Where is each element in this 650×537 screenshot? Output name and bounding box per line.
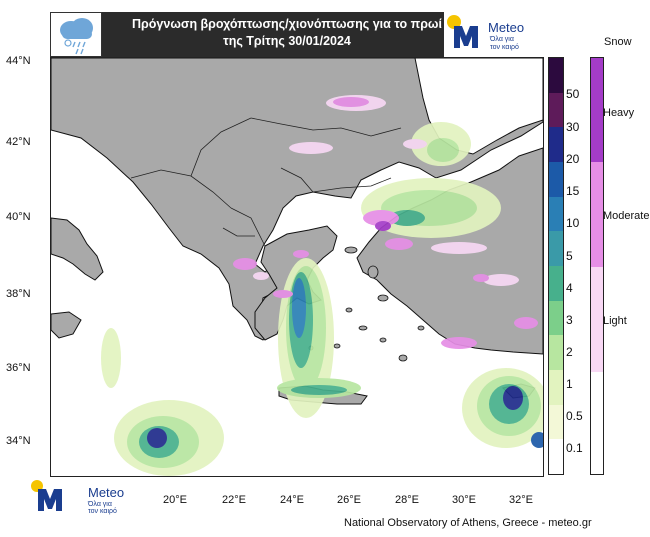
rain-legend-swatch bbox=[549, 162, 563, 197]
rain-legend-label: 50 bbox=[566, 87, 580, 101]
snow-legend-swatch bbox=[591, 58, 603, 162]
cloud-rain-icon bbox=[60, 18, 93, 55]
snow-legend-label: Light bbox=[603, 315, 627, 327]
rain-legend-label: 3 bbox=[566, 313, 573, 327]
map-svg bbox=[51, 58, 543, 476]
forecast-map bbox=[50, 57, 544, 477]
rain-legend-swatch bbox=[549, 231, 563, 266]
lat-label: 40°N bbox=[6, 211, 31, 223]
land-sicily bbox=[51, 311, 82, 339]
precipitation-layer bbox=[101, 95, 543, 476]
rain-legend-swatch bbox=[549, 404, 563, 440]
meteo-logo-top: Meteo Όλα για τον καιρό bbox=[444, 12, 542, 57]
rain-legend-label: 2 bbox=[566, 345, 573, 359]
meteo-logo-icon bbox=[447, 15, 478, 48]
rain-legend-label: 0.1 bbox=[566, 441, 583, 455]
rain-legend-swatch bbox=[549, 266, 563, 301]
rain-legend-swatch bbox=[549, 439, 563, 474]
page-title: Πρόγνωση βροχόπτωσης/χιονόπτωσης για το … bbox=[132, 16, 442, 50]
lat-label: 36°N bbox=[6, 362, 31, 374]
lat-label: 34°N bbox=[6, 435, 31, 447]
rain-legend-swatch bbox=[549, 92, 563, 128]
lon-label: 28°E bbox=[395, 494, 419, 506]
lon-label: 24°E bbox=[280, 494, 304, 506]
meteo-logo-icon bbox=[31, 480, 62, 511]
snow-legend-bar bbox=[590, 57, 604, 475]
land-italy bbox=[51, 217, 104, 281]
rain-legend-bar bbox=[548, 57, 564, 475]
snow-legend-swatch bbox=[591, 162, 603, 267]
rain-legend-label: 20 bbox=[566, 152, 580, 166]
lon-label: 32°E bbox=[509, 494, 533, 506]
lon-label: 20°E bbox=[163, 494, 187, 506]
credit-text: National Observatory of Athens, Greece -… bbox=[344, 517, 592, 529]
logo-tagline-1: Όλα για bbox=[88, 501, 112, 508]
rain-legend-label: 5 bbox=[566, 249, 573, 263]
lon-label: 22°E bbox=[222, 494, 246, 506]
logo-tagline-2: τον καιρό bbox=[490, 44, 519, 51]
snow-legend-swatch bbox=[591, 372, 603, 474]
rain-legend-label: 0.5 bbox=[566, 409, 583, 423]
snow-legend-title: Snow bbox=[604, 36, 632, 48]
rain-legend-swatch bbox=[549, 58, 563, 93]
rain-legend-label: 30 bbox=[566, 120, 580, 134]
lon-label: 30°E bbox=[452, 494, 476, 506]
rain-legend-swatch bbox=[549, 335, 563, 370]
rain-legend-label: 10 bbox=[566, 216, 580, 230]
title-banner: Πρόγνωση βροχόπτωσης/χιονόπτωσης για το … bbox=[50, 12, 444, 57]
weather-icon-box bbox=[50, 12, 102, 57]
rain-legend-swatch bbox=[549, 127, 563, 162]
snow-legend-label: Moderate bbox=[603, 210, 650, 222]
rain-legend-swatch bbox=[549, 300, 563, 336]
snow-legend-swatch bbox=[591, 267, 603, 372]
aegean-islands bbox=[308, 246, 425, 362]
rain-legend-swatch bbox=[549, 196, 563, 232]
lat-label: 42°N bbox=[6, 136, 31, 148]
title-line-1: Πρόγνωση βροχόπτωσης/χιονόπτωσης για το … bbox=[132, 17, 442, 31]
lat-label: 44°N bbox=[6, 55, 31, 67]
meteo-logo-bottom: Meteo Όλα για τον καιρό bbox=[30, 479, 140, 515]
title-line-2: της Τρίτης 30/01/2024 bbox=[223, 34, 351, 48]
lon-label: 26°E bbox=[337, 494, 361, 506]
rain-legend-label: 15 bbox=[566, 184, 580, 198]
logo-tagline-1: Όλα για bbox=[490, 36, 514, 43]
rain-legend-label: 1 bbox=[566, 377, 573, 391]
country-borders bbox=[130, 117, 402, 247]
lat-label: 38°N bbox=[6, 288, 31, 300]
rain-legend-label: 4 bbox=[566, 281, 573, 295]
snow-legend-label: Heavy bbox=[603, 107, 635, 119]
logo-word: Meteo bbox=[88, 485, 125, 500]
logo-tagline-2: τον καιρό bbox=[88, 508, 117, 515]
logo-word: Meteo bbox=[488, 20, 525, 35]
rain-legend-swatch bbox=[549, 370, 563, 405]
